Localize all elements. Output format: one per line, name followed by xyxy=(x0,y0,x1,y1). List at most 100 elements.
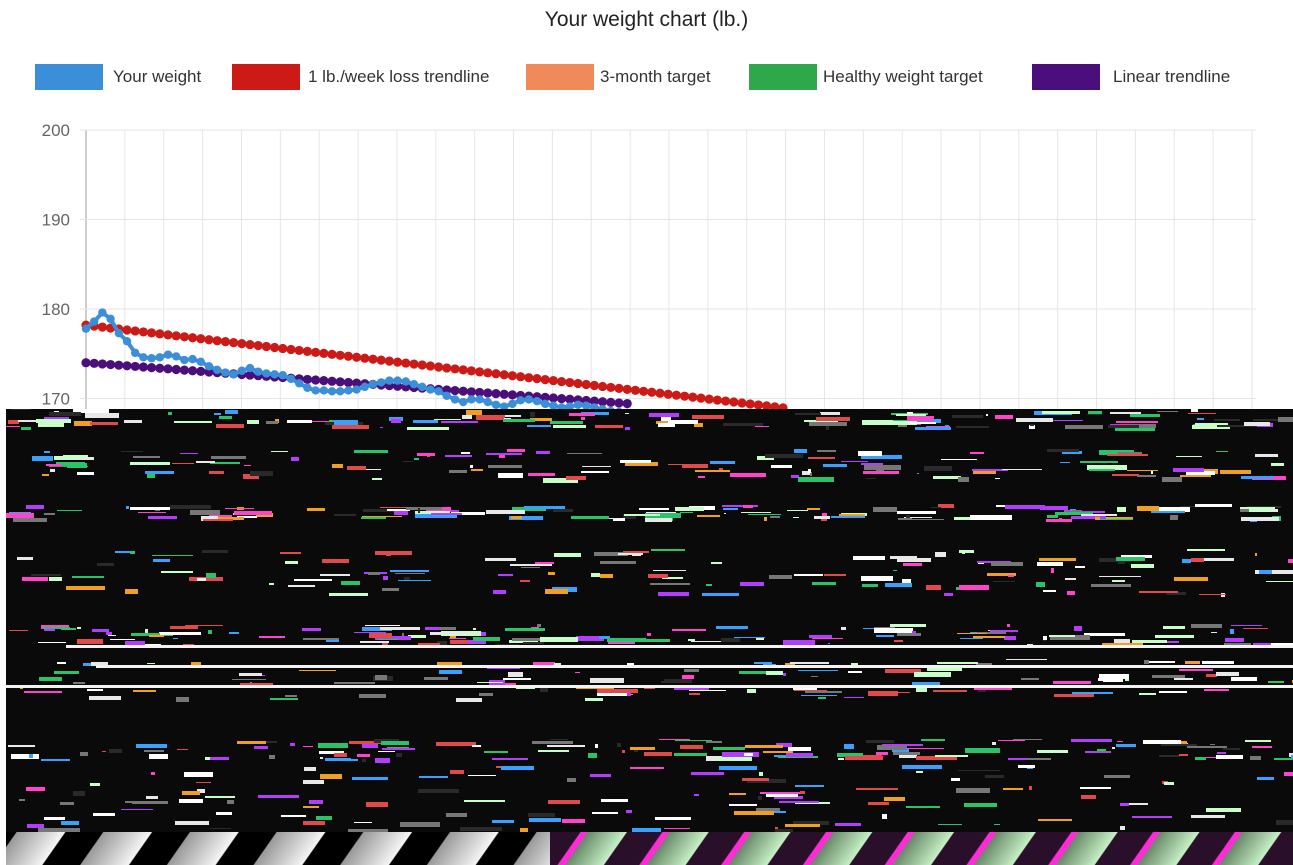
series-your-weight-point xyxy=(426,385,435,394)
series-loss-trendline-point xyxy=(475,367,485,377)
legend-item-loss-trendline[interactable]: 1 lb./week loss trendline xyxy=(232,64,489,90)
series-linear-trendline-point xyxy=(548,393,559,403)
noise-block xyxy=(450,512,486,515)
noise-block xyxy=(638,507,670,510)
noise-block xyxy=(756,808,780,811)
noise-block xyxy=(1117,559,1126,565)
noise-block xyxy=(489,680,505,686)
noise-block xyxy=(989,630,1018,632)
noise-block xyxy=(38,641,67,643)
noise-block xyxy=(437,640,447,646)
noise-block xyxy=(998,739,1026,741)
noise-block xyxy=(951,415,983,418)
series-loss-trendline-point xyxy=(516,372,526,382)
noise-block xyxy=(1226,426,1232,428)
noise-block xyxy=(468,774,496,776)
series-loss-trendline-point xyxy=(425,361,435,371)
noise-block xyxy=(561,819,585,824)
legend-item-healthy-weight-target[interactable]: Healthy weight target xyxy=(749,64,983,90)
series-your-weight-point xyxy=(163,350,173,359)
noise-block xyxy=(985,774,1004,779)
series-your-weight-point xyxy=(90,317,99,326)
noise-block xyxy=(8,420,20,425)
noise-block xyxy=(782,640,816,646)
noise-block xyxy=(576,636,604,642)
noise-block xyxy=(1175,456,1202,458)
series-linear-trendline-point xyxy=(302,374,312,385)
noise-block xyxy=(607,637,646,643)
noise-block xyxy=(568,412,596,416)
noise-block xyxy=(993,581,1015,583)
noise-block xyxy=(1007,574,1015,578)
series-loss-trendline-point xyxy=(622,384,632,394)
noise-block xyxy=(688,690,726,692)
series-linear-trendline-point xyxy=(171,364,181,375)
noise-block xyxy=(935,552,946,557)
noise-block xyxy=(691,772,724,775)
noise-block xyxy=(1216,450,1228,453)
noise-block xyxy=(580,416,585,421)
noise-block xyxy=(753,661,772,665)
series-your-weight-point xyxy=(524,395,533,404)
noise-block xyxy=(144,749,164,753)
series-linear-trendline-point xyxy=(163,364,173,374)
noise-block xyxy=(302,779,324,785)
series-loss-trendline-point xyxy=(483,368,493,378)
corrupted-image-region xyxy=(6,409,1293,865)
noise-block xyxy=(7,745,35,747)
noise-block xyxy=(1195,422,1228,426)
noise-block xyxy=(1291,680,1293,684)
noise-block xyxy=(213,412,221,416)
noise-block xyxy=(1221,592,1225,598)
noise-block xyxy=(9,512,32,514)
noise-block xyxy=(450,635,457,638)
series-loss-trendline-point xyxy=(434,362,444,372)
noise-block xyxy=(328,593,368,597)
noise-block xyxy=(1197,418,1205,420)
series-loss-trendline-point xyxy=(704,394,714,404)
noise-block xyxy=(380,740,409,745)
noise-block xyxy=(828,642,831,644)
noise-block xyxy=(1255,453,1279,458)
noise-block xyxy=(125,589,139,594)
noise-block xyxy=(868,690,898,696)
noise-block xyxy=(857,451,883,457)
noise-block xyxy=(924,466,953,471)
noise-block xyxy=(896,633,921,636)
series-your-weight-point xyxy=(262,369,271,378)
noise-block xyxy=(1027,643,1033,647)
noise-block xyxy=(506,449,525,453)
series-your-weight-point xyxy=(319,386,328,395)
series-linear-trendline-point xyxy=(147,363,157,373)
noise-block xyxy=(718,766,758,770)
noise-block xyxy=(1241,476,1274,480)
noise-block xyxy=(840,627,847,631)
series-your-weight-point xyxy=(565,402,574,409)
noise-block xyxy=(1087,413,1102,416)
legend-item-your-weight[interactable]: Your weight xyxy=(35,64,201,90)
noise-block xyxy=(145,470,175,475)
noise-block xyxy=(189,510,221,516)
noise-block xyxy=(1239,509,1250,513)
series-your-weight-point xyxy=(475,395,484,404)
series-loss-trendline-point xyxy=(745,399,755,409)
noise-block xyxy=(401,632,405,638)
legend-item-3-month-target[interactable]: 3-month target xyxy=(526,64,711,90)
noise-block xyxy=(898,753,918,759)
noise-block xyxy=(72,682,86,684)
noise-block xyxy=(1186,549,1226,552)
legend-item-linear-trendline[interactable]: Linear trendline xyxy=(1032,64,1230,90)
noise-block xyxy=(855,788,898,791)
noise-block xyxy=(333,420,358,425)
noise-block xyxy=(1231,625,1262,627)
noise-block xyxy=(1019,757,1052,760)
noise-block xyxy=(1179,754,1189,756)
noise-block xyxy=(56,510,83,512)
noise-block xyxy=(1258,569,1273,575)
noise-block xyxy=(965,748,1000,753)
series-loss-trendline-point xyxy=(122,325,132,335)
noise-block xyxy=(144,629,149,633)
noise-block xyxy=(596,693,627,697)
noise-block xyxy=(130,461,170,466)
